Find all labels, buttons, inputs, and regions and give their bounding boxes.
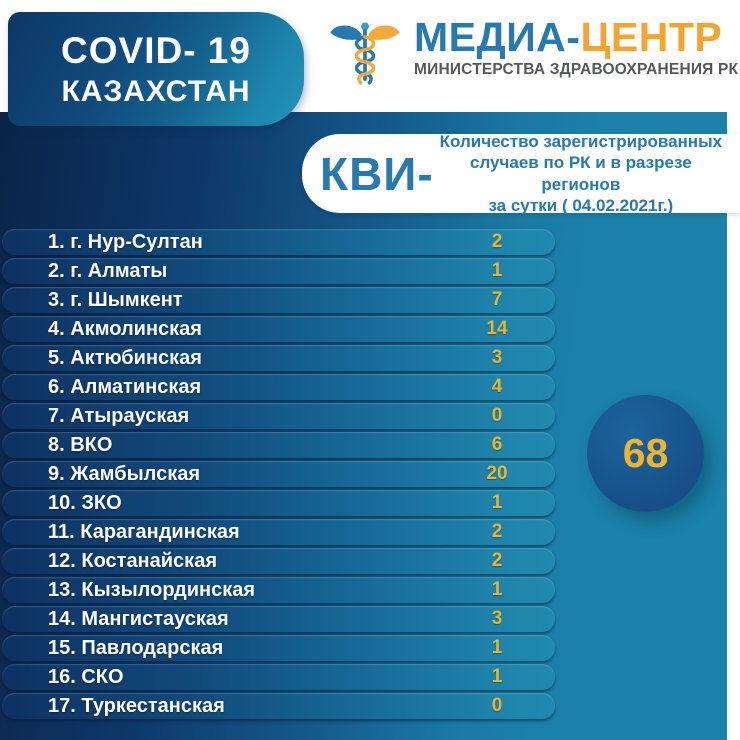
region-value: 4	[491, 376, 503, 397]
region-value: 1	[491, 579, 503, 600]
region-label: 13. Кызылординская	[48, 579, 256, 601]
kvi-label: КВИ-	[320, 147, 434, 200]
total-cases-value: 68	[622, 430, 669, 476]
region-label: 14. Мангистауская	[48, 608, 229, 630]
region-row: 12. Костанайская 2	[2, 548, 555, 574]
region-value: 1	[491, 637, 503, 658]
region-label: 6. Алматинская	[48, 376, 202, 398]
region-row: 15. Павлодарская 1	[2, 635, 555, 661]
region-label: 10. ЗКО	[48, 492, 122, 514]
region-row: 2. г. Алматы 1	[2, 258, 555, 284]
region-row: 7. Атырауская 0	[2, 403, 555, 429]
logo-text: МЕДИА-ЦЕНТР МИНИСТЕРСТВА ЗДРАВООХРАНЕНИЯ…	[414, 14, 738, 79]
region-row: 4. Акмолинская 14	[2, 316, 555, 342]
regions-list: 1. г. Нур-Султан 2 2. г. Алматы 1 3. г. …	[2, 229, 555, 722]
region-row: 14. Мангистауская 3	[2, 606, 555, 632]
caduceus-icon	[326, 14, 404, 101]
region-row: 5. Актюбинская 3	[2, 345, 555, 371]
region-value: 6	[491, 434, 503, 455]
region-value: 0	[491, 695, 503, 716]
logo-subtitle: МИНИСТЕРСТВА ЗДРАВООХРАНЕНИЯ РК	[414, 61, 739, 78]
region-label: 9. Жамбылская	[48, 463, 201, 485]
kvi-info-banner: КВИ- Количество зарегистрированных случа…	[302, 132, 740, 215]
region-label: 4. Акмолинская	[48, 318, 202, 340]
region-row: 16. СКО 1	[2, 664, 555, 690]
region-label: 12. Костанайская	[48, 550, 217, 572]
kvi-description: Количество зарегистрированных случаев по…	[434, 131, 740, 217]
region-value: 1	[491, 666, 503, 687]
kvi-description-line-2: случаев по РК и в разрезе регионов	[470, 153, 692, 194]
region-row: 11. Карагандинская 2	[2, 519, 555, 545]
region-label: 8. ВКО	[48, 434, 113, 456]
region-value: 1	[491, 492, 503, 513]
region-label: 15. Павлодарская	[48, 637, 224, 659]
region-value: 3	[491, 608, 503, 629]
region-label: 1. г. Нур-Султан	[48, 231, 203, 253]
region-row: 17. Туркестанская 0	[2, 693, 555, 719]
region-row: 9. Жамбылская 20	[2, 461, 555, 487]
region-value: 1	[491, 260, 503, 281]
region-value: 2	[491, 231, 503, 252]
region-label: 11. Карагандинская	[48, 521, 240, 543]
region-value: 14	[486, 318, 508, 339]
region-row: 8. ВКО 6	[2, 432, 555, 458]
region-label: 5. Актюбинская	[48, 347, 202, 369]
region-row: 10. ЗКО 1	[2, 490, 555, 516]
region-label: 7. Атырауская	[48, 405, 190, 427]
region-value: 20	[486, 463, 508, 484]
region-row: 6. Алматинская 4	[2, 374, 555, 400]
region-row: 3. г. Шымкент 7	[2, 287, 555, 313]
region-value: 0	[491, 405, 503, 426]
kvi-description-line-3: за сутки ( 04.02.2021г.)	[488, 196, 674, 215]
logo-title: МЕДИА-ЦЕНТР	[414, 14, 738, 60]
total-cases-circle: 68	[587, 395, 704, 512]
region-value: 7	[491, 289, 503, 310]
region-value: 2	[491, 521, 503, 542]
region-label: 17. Туркестанская	[48, 695, 225, 717]
kvi-description-line-1: Количество зарегистрированных	[439, 131, 723, 151]
region-value: 2	[491, 550, 503, 571]
region-label: 16. СКО	[48, 666, 124, 688]
region-value: 3	[491, 347, 503, 368]
region-label: 3. г. Шымкент	[48, 289, 183, 311]
covid-badge-title: COVID- 19	[61, 29, 251, 71]
region-row: 13. Кызылординская 1	[2, 577, 555, 603]
media-center-logo: МЕДИА-ЦЕНТР МИНИСТЕРСТВА ЗДРАВООХРАНЕНИЯ…	[326, 14, 738, 101]
region-row: 1. г. Нур-Султан 2	[2, 229, 555, 255]
covid-badge-subtitle: КАЗАХСТАН	[61, 74, 251, 108]
logo-title-primary: МЕДИА-	[414, 14, 581, 60]
covid-kazakhstan-badge: COVID- 19 КАЗАХСТАН	[8, 12, 304, 126]
region-label: 2. г. Алматы	[48, 260, 168, 282]
logo-title-accent: ЦЕНТР	[580, 14, 723, 60]
